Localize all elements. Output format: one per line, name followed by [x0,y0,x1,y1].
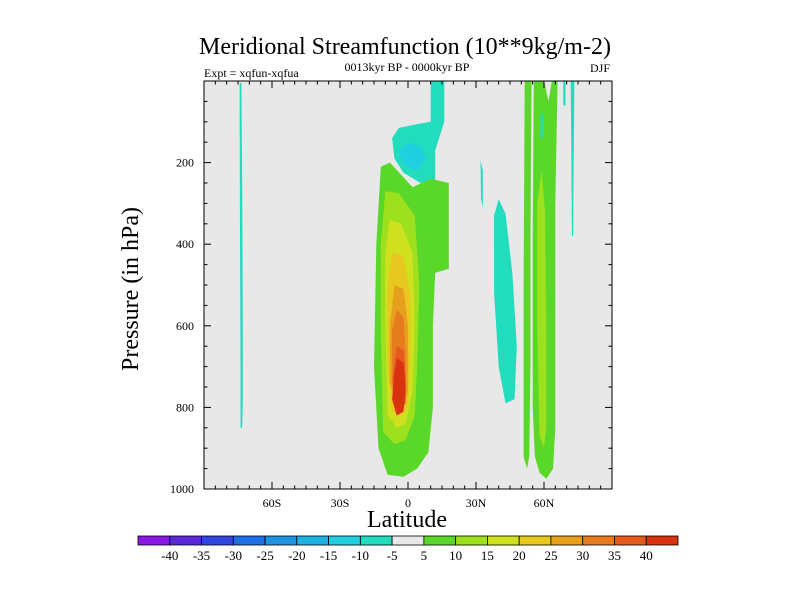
contour-region-neg-sliver-33N [480,160,483,208]
colorbar-level-label: 5 [421,548,428,563]
x-axis: 60S 30S 0 30N 60N [203,81,613,510]
colorbar-level-label: -30 [225,548,242,563]
contour-region-neg-72N-sliver [570,81,575,236]
experiment-annotation: Expt = xqfun-xqfua [204,66,299,80]
colorbar-box [455,535,488,546]
colorbar-box [423,535,457,546]
colorbar-level-label: -35 [193,548,210,563]
season-annotation: DJF [590,61,610,75]
colorbar-box [359,535,393,546]
colorbar-level-label: 25 [544,548,557,563]
chart-title: Meridional Streamfunction (10**9kg/m-2) [199,34,611,60]
colorbar-box [582,535,615,546]
x-tick-label: 0 [405,496,411,510]
colorbar-box [614,535,647,546]
colorbar-level-label: -40 [161,548,178,563]
contour-region-neg-69N-sliver [563,81,566,106]
colorbar-box [201,535,234,546]
y-tick-label: 400 [176,237,194,251]
colorbar-level-label: 30 [576,548,589,563]
colorbar-box [264,535,298,546]
contour-fills [239,81,575,479]
x-tick-label: 60N [534,496,555,510]
contour-region-neg-thin-75S [239,83,243,428]
x-tick-label: 30N [466,496,487,510]
plot-area: 60S 30S 0 30N 60N 200 400 600 800 1000 [170,80,613,510]
colorbar-level-label: -10 [352,548,369,563]
colorbar-level-label: 35 [608,548,621,563]
colorbar-level-label: 40 [640,548,653,563]
colorbar-box [232,535,266,546]
colorbar-level-label: 15 [481,548,494,563]
x-axis-label: Latitude [367,507,447,533]
y-tick-label: 200 [176,156,194,170]
contour-region-pos-52N [523,81,532,469]
y-tick-label: 600 [176,319,194,333]
contour-region-pos-58N-inner [537,170,547,449]
x-tick-label: 30S [331,496,350,510]
contour-region-neg-38N [494,199,517,404]
chart-subtitle: 0013kyr BP - 0000kyr BP [345,60,470,74]
contour-region-neg-59N-core [540,113,543,139]
colorbar-box [518,535,552,546]
y-axis-label: Pressure (in hPa) [118,207,144,371]
colorbar-box [169,535,202,546]
colorbar-box [645,535,679,546]
colorbar-level-label: 10 [449,548,462,563]
y-axis: 200 400 600 800 1000 [170,80,612,496]
contour-region-pos-main-core [392,358,406,416]
y-tick-label: 800 [176,400,194,414]
colorbar-box [391,535,425,546]
colorbar-level-label: 20 [513,548,526,563]
colorbar-box [137,535,171,546]
colorbar-box [328,535,361,546]
colorbar-level-label: -20 [288,548,305,563]
colorbar-box [550,535,584,546]
x-tick-label: 60S [263,496,282,510]
y-tick-label: 1000 [170,482,194,496]
colorbar: -40 -35 -30 -25 -20 -15 -10 -5 5 10 15 20 25 30 35 40 [137,535,679,563]
colorbar-level-label: -15 [320,548,337,563]
colorbar-level-label: -5 [387,548,398,563]
colorbar-box [487,535,520,546]
contour-region-neg-core-0N [398,142,427,171]
colorbar-level-label: -25 [256,548,273,563]
colorbar-box [296,535,329,546]
